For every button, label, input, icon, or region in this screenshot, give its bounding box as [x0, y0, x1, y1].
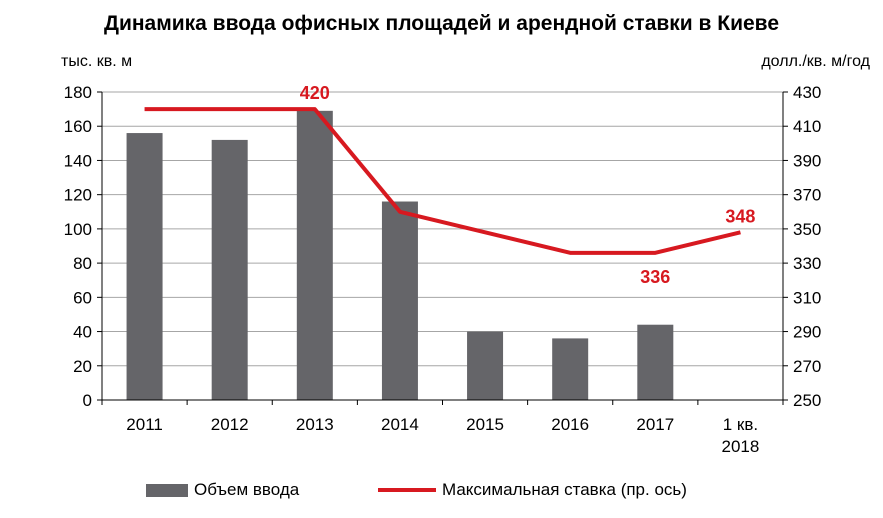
bar — [211, 139, 248, 400]
chart-title: Динамика ввода офисных площадей и арендн… — [103, 12, 779, 35]
right-tick-label: 350 — [793, 220, 821, 239]
left-tick-label: 20 — [73, 357, 92, 376]
right-tick-label: 390 — [793, 151, 821, 170]
right-axis-label: долл./кв. м/год — [761, 53, 870, 70]
legend-item-rate: Максимальная ставка (пр. ось) — [378, 480, 687, 500]
right-tick-label: 410 — [793, 117, 821, 136]
left-tick-label: 120 — [64, 186, 92, 205]
bar — [467, 331, 504, 400]
legend-item-volume: Объем ввода — [146, 480, 299, 500]
x-tick-label: 2014 — [381, 415, 419, 434]
left-tick-label: 80 — [73, 254, 92, 273]
legend-label-rate: Максимальная ставка (пр. ось) — [442, 480, 687, 499]
x-tick-label: 2011 — [126, 415, 163, 434]
x-tick-label: 2017 — [636, 415, 674, 434]
rate-line — [144, 107, 741, 255]
bar — [552, 338, 589, 400]
left-tick-label: 40 — [73, 323, 92, 342]
legend-swatch-rate — [378, 488, 436, 492]
left-tick-label: 160 — [64, 117, 92, 136]
right-tick-label: 290 — [793, 323, 821, 342]
left-tick-label: 140 — [64, 151, 92, 170]
left-tick-label: 0 — [83, 391, 92, 410]
bar — [126, 133, 163, 401]
right-tick-label: 250 — [793, 391, 821, 410]
left-axis-label: тыс. кв. м — [61, 53, 132, 70]
x-tick-label: 2012 — [211, 415, 249, 434]
x-tick-label: 2016 — [551, 415, 589, 434]
right-tick-label: 310 — [793, 288, 821, 307]
bar — [381, 201, 418, 400]
x-tick-label: 2018 — [722, 437, 760, 456]
legend-label-volume: Объем ввода — [194, 480, 300, 499]
legend-swatch-volume — [146, 483, 188, 497]
right-tick-label: 370 — [793, 186, 821, 205]
right-tick-label: 330 — [793, 254, 821, 273]
right-tick-label: 430 — [793, 83, 821, 102]
data-label: 336 — [640, 267, 670, 287]
x-tick-label: 2013 — [296, 415, 334, 434]
x-tick-label: 2015 — [466, 415, 504, 434]
left-tick-label: 180 — [64, 83, 92, 102]
left-tick-label: 100 — [64, 220, 92, 239]
x-tick-label: 1 кв. — [723, 415, 758, 434]
data-label: 348 — [725, 206, 755, 226]
legend: Объем ввода Максимальная ставка (пр. ось… — [0, 480, 883, 510]
bar — [296, 110, 333, 401]
data-label: 420 — [300, 83, 330, 103]
right-tick-label: 270 — [793, 357, 821, 376]
left-tick-label: 60 — [73, 288, 92, 307]
bar — [637, 324, 674, 400]
